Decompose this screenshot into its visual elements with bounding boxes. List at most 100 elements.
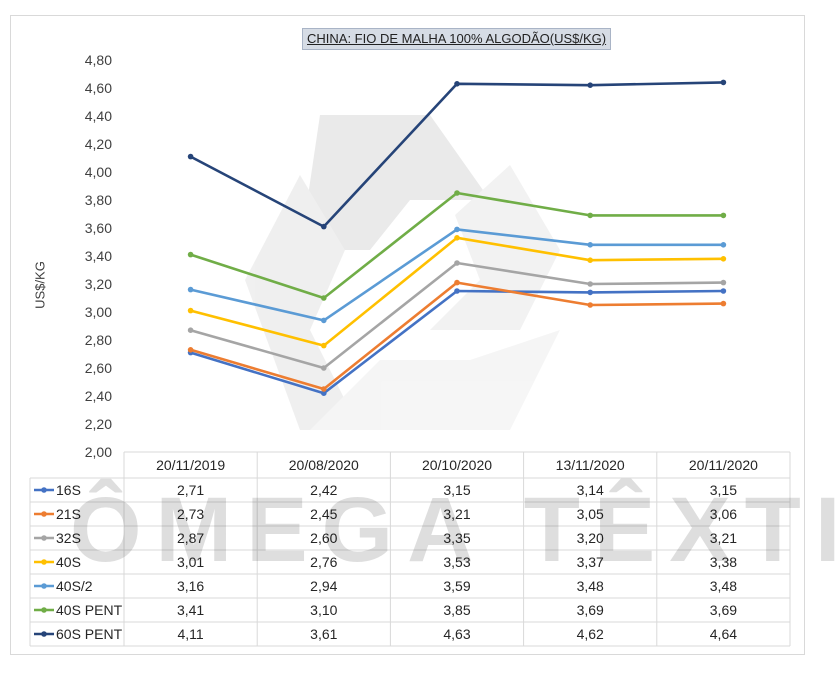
y-tick-label: 2,80 xyxy=(85,332,112,348)
legend-series-name: 40S PENT xyxy=(56,602,123,618)
y-tick-label: 4,00 xyxy=(85,164,112,180)
table-cell-value: 3,20 xyxy=(577,530,604,546)
data-point xyxy=(187,307,194,314)
table-cell-value: 3,06 xyxy=(710,506,737,522)
y-tick-label: 3,80 xyxy=(85,192,112,208)
y-axis-label: US$/KG xyxy=(32,261,48,309)
table-cell-value: 3,85 xyxy=(443,602,470,618)
x-category-label: 20/11/2020 xyxy=(689,457,758,473)
table-cell-value: 2,60 xyxy=(310,530,337,546)
data-point xyxy=(454,260,460,266)
data-point xyxy=(587,302,593,308)
legend-key-marker xyxy=(41,535,47,541)
data-point xyxy=(454,235,460,241)
legend-key-marker xyxy=(41,487,47,493)
y-tick-label: 4,40 xyxy=(85,108,112,124)
y-tick-label: 2,00 xyxy=(85,444,112,460)
y-tick-label: 4,60 xyxy=(85,80,112,96)
x-category-label: 20/08/2020 xyxy=(289,457,359,473)
y-tick-label: 2,40 xyxy=(85,388,112,404)
data-point xyxy=(720,79,727,86)
data-point xyxy=(587,82,593,88)
table-cell-value: 3,48 xyxy=(577,578,604,594)
data-point xyxy=(187,286,194,293)
table-cell-value: 4,64 xyxy=(710,626,737,642)
x-category-label: 20/11/2019 xyxy=(156,457,225,473)
table-cell-value: 3,16 xyxy=(177,578,204,594)
legend-key-marker xyxy=(41,511,47,517)
legend-series-name: 40S xyxy=(56,554,81,570)
data-point xyxy=(587,242,593,248)
table-cell-value: 2,73 xyxy=(177,506,204,522)
data-point xyxy=(454,288,460,294)
data-point xyxy=(720,242,727,248)
table-cell-value: 4,11 xyxy=(177,626,203,642)
data-point xyxy=(187,327,194,334)
y-tick-label: 2,20 xyxy=(85,416,112,432)
table-cell-value: 3,14 xyxy=(577,482,604,498)
y-tick-label: 3,20 xyxy=(85,276,112,292)
table-cell-value: 3,21 xyxy=(710,530,737,546)
chart-title: CHINA: FIO DE MALHA 100% ALGODÃO(US$/KG) xyxy=(302,28,612,50)
table-cell-value: 4,62 xyxy=(577,626,604,642)
table-cell-value: 2,76 xyxy=(310,554,337,570)
data-point xyxy=(187,347,194,353)
data-point xyxy=(321,317,327,324)
data-point xyxy=(720,288,727,294)
data-point xyxy=(321,390,327,397)
table-cell-value: 3,61 xyxy=(310,626,337,642)
table-cell-value: 2,42 xyxy=(310,482,337,498)
table-cell-value: 3,15 xyxy=(443,482,470,498)
data-point xyxy=(454,226,460,233)
table-cell-value: 3,48 xyxy=(710,578,737,594)
legend-key-marker xyxy=(41,631,47,637)
y-tick-label: 3,60 xyxy=(85,220,112,236)
table-cell-value: 3,21 xyxy=(443,506,470,522)
data-point xyxy=(321,223,327,230)
table-cell-value: 2,94 xyxy=(310,578,337,594)
legend-key-marker xyxy=(41,559,47,565)
data-point xyxy=(587,289,593,296)
x-category-label: 13/11/2020 xyxy=(556,457,625,473)
legend-series-name: 60S PENT xyxy=(56,626,123,642)
table-cell-value: 3,15 xyxy=(710,482,737,498)
data-point xyxy=(454,190,460,196)
table-cell-value: 2,71 xyxy=(177,482,204,498)
data-point xyxy=(321,365,327,371)
data-point xyxy=(720,212,727,219)
data-point xyxy=(321,386,327,392)
table-cell-value: 3,01 xyxy=(177,554,204,570)
table-cell-value: 3,41 xyxy=(177,602,204,618)
y-tick-label: 4,80 xyxy=(85,52,112,68)
chart-frame xyxy=(10,15,805,655)
logo-watermark xyxy=(245,115,560,430)
table-cell-value: 4,63 xyxy=(443,626,470,642)
legend-series-name: 21S xyxy=(56,506,81,522)
legend-key-marker xyxy=(41,607,47,613)
x-category-label: 20/10/2020 xyxy=(422,457,492,473)
legend-series-name: 40S/2 xyxy=(56,578,93,594)
data-point xyxy=(321,342,327,349)
table-cell-value: 3,53 xyxy=(443,554,470,570)
table-cell-value: 3,10 xyxy=(310,602,337,618)
table-cell-value: 3,59 xyxy=(443,578,470,594)
table-cell-value: 3,35 xyxy=(443,530,470,546)
y-tick-label: 2,60 xyxy=(85,360,112,376)
table-cell-value: 2,45 xyxy=(310,506,337,522)
legend-series-name: 16S xyxy=(56,482,81,498)
y-tick-label: 4,20 xyxy=(85,136,112,152)
table-cell-value: 3,05 xyxy=(577,506,604,522)
y-tick-label: 3,40 xyxy=(85,248,112,264)
table-cell-value: 3,69 xyxy=(710,602,737,618)
data-point xyxy=(454,81,460,87)
data-point xyxy=(187,153,194,160)
table-cell-value: 2,87 xyxy=(177,530,204,546)
data-point xyxy=(454,279,460,286)
table-cell-value: 3,38 xyxy=(710,554,737,570)
data-point xyxy=(587,257,593,264)
data-point xyxy=(321,295,327,301)
data-point xyxy=(720,279,727,286)
y-tick-label: 3,00 xyxy=(85,304,112,320)
data-point xyxy=(187,251,194,258)
